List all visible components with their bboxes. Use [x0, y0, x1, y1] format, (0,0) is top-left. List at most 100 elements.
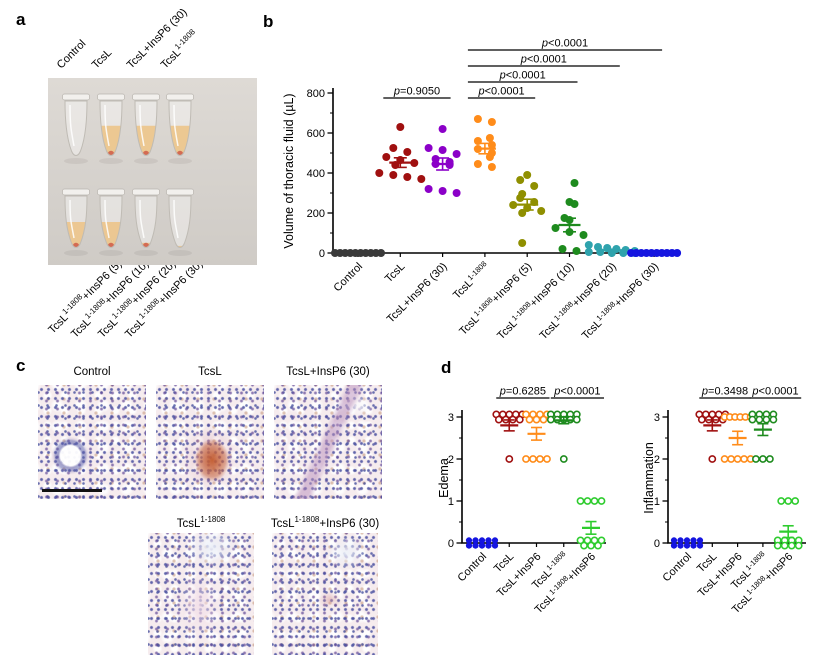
tube	[97, 93, 125, 164]
data-point	[438, 187, 447, 195]
data-point	[683, 537, 691, 544]
data-point	[780, 541, 789, 550]
p-value-label: p<0.0001	[499, 70, 546, 82]
tube-outline	[168, 100, 192, 156]
data-point	[403, 173, 412, 181]
data-point	[491, 537, 499, 544]
y-tick-label: 1	[448, 496, 454, 508]
data-point	[769, 415, 778, 424]
data-point	[690, 542, 697, 549]
p-value-label: p<0.0001	[751, 386, 798, 398]
data-point	[485, 542, 492, 549]
y-tick-label: 1	[654, 496, 660, 508]
tube-shadow	[99, 158, 123, 164]
tube	[62, 188, 90, 256]
tube-tip-pellet	[72, 242, 80, 248]
data-point	[396, 123, 405, 131]
tube-tip-pellet	[107, 242, 115, 248]
data-point	[570, 179, 579, 187]
data-point	[733, 455, 742, 463]
y-tick-label: 800	[307, 88, 325, 100]
data-point	[465, 542, 473, 549]
tube-highlight	[173, 199, 179, 239]
data-point	[762, 415, 771, 424]
data-point	[487, 163, 496, 171]
data-point	[766, 455, 774, 463]
tube-highlight	[139, 199, 145, 239]
data-point	[382, 153, 391, 161]
data-point	[558, 245, 567, 253]
data-point	[773, 541, 782, 550]
data-point	[673, 249, 682, 257]
data-point	[708, 455, 717, 463]
data-point	[572, 415, 581, 424]
tube-cap	[97, 188, 125, 196]
tube-outline	[99, 195, 123, 248]
data-point	[472, 542, 479, 549]
data-point	[539, 415, 548, 424]
histology-label-tcsl: TcsL	[198, 366, 222, 378]
tube-tip-pellet	[176, 150, 184, 156]
data-point	[696, 542, 704, 549]
data-point	[696, 537, 704, 544]
panel-b-letter: b	[263, 12, 274, 31]
tube-shadow	[64, 158, 88, 164]
histology-image-tcsl-insp6-30	[274, 385, 382, 499]
data-point	[478, 542, 486, 549]
data-point	[537, 207, 546, 215]
data-point	[487, 118, 496, 126]
tube	[62, 93, 90, 164]
tube-highlight	[173, 104, 179, 147]
axis	[667, 410, 806, 544]
data-point	[755, 415, 764, 424]
data-point	[472, 537, 479, 544]
y-axis-title: Inflammation	[642, 442, 656, 514]
data-point	[478, 537, 486, 544]
histology-label-tcsl-insp6-30: TcsL+InsP6 (30)	[286, 366, 370, 378]
data-point	[473, 115, 482, 123]
tube-shadow	[64, 250, 88, 256]
data-point	[584, 241, 593, 249]
data-point	[505, 455, 514, 463]
panel-d-letter: d	[441, 358, 452, 377]
tube-cap	[132, 188, 160, 196]
data-point	[594, 541, 602, 550]
tube-outline	[134, 195, 158, 248]
data-point	[518, 209, 527, 217]
tube-highlight	[69, 199, 75, 239]
panel-c-letter: c	[16, 356, 26, 375]
data-point	[375, 169, 384, 177]
p-value-label: p=0.3498	[701, 386, 748, 398]
data-point	[579, 231, 588, 239]
data-point	[389, 171, 398, 179]
tube-tip-pellet	[107, 150, 115, 156]
data-point	[452, 150, 461, 158]
y-tick-label: 3	[654, 412, 660, 424]
tube-shadow	[99, 250, 123, 256]
tube-outline	[168, 195, 192, 248]
panel-a-letter: a	[16, 10, 26, 29]
data-point	[515, 415, 524, 424]
p-value-label: p=0.6285	[499, 386, 546, 398]
p-value-label: p=0.9050	[393, 86, 440, 98]
histology-image-tcsl	[156, 385, 264, 499]
tube-outline	[99, 100, 123, 156]
data-point	[677, 537, 684, 544]
tube-liquid	[169, 245, 191, 248]
data-point	[424, 185, 433, 193]
data-point	[518, 239, 527, 247]
tube-highlight	[69, 104, 75, 147]
tube-cap	[62, 188, 90, 196]
tube-outline	[64, 100, 88, 156]
data-point	[551, 224, 560, 232]
tube-cap	[97, 93, 125, 101]
data-point	[777, 497, 786, 505]
tube-outline	[134, 100, 158, 156]
tube-highlight	[139, 104, 145, 147]
tube-tip-pellet	[142, 150, 150, 156]
